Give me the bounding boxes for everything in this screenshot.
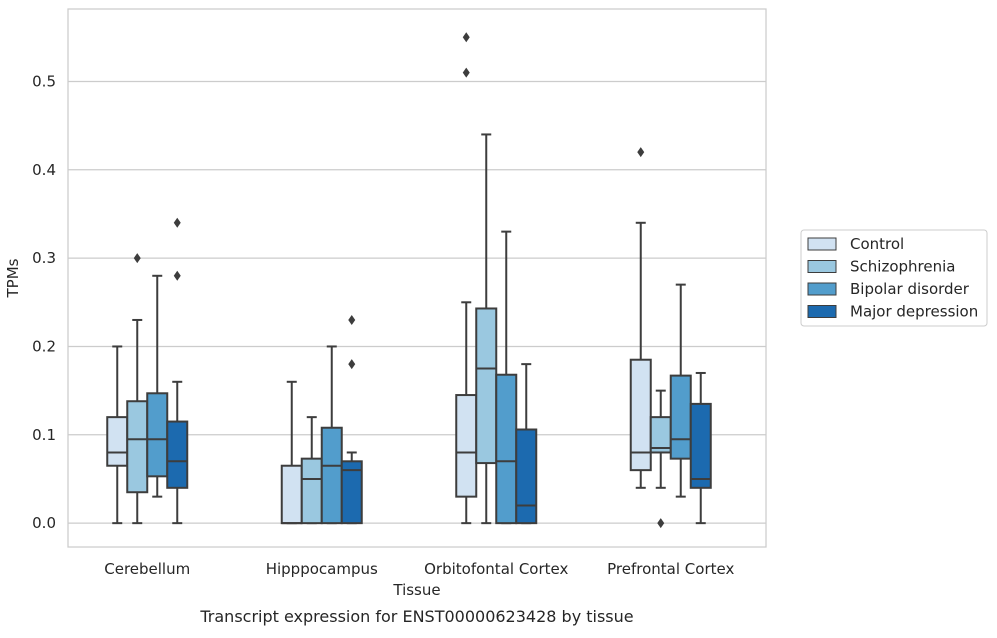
legend-swatch [807, 260, 837, 273]
box-control [629, 147, 652, 489]
boxes [106, 32, 712, 529]
y-axis-label: TPMs [4, 258, 22, 298]
box-major-depression [166, 217, 189, 525]
box-control [280, 380, 303, 525]
box-body [340, 460, 363, 525]
x-axis-label: Tissue [392, 581, 440, 599]
outlier-point [133, 253, 141, 264]
box-bipolar-disorder [495, 230, 518, 525]
box-body [300, 457, 323, 525]
box-body [475, 307, 498, 465]
x-tick-label: Prefrontal Cortex [607, 560, 734, 578]
x-tick-label: Hipppocampus [266, 560, 378, 578]
box-body [106, 416, 129, 467]
outlier-point [173, 270, 181, 281]
legend: Control Schizophrenia Bipolar disorder Majo… [800, 229, 988, 327]
box-bipolar-disorder [669, 283, 692, 498]
box-bipolar-disorder [320, 345, 343, 525]
legend-label: Schizophrenia [850, 258, 955, 276]
plot-area [67, 8, 767, 548]
legend-swatch [807, 282, 837, 296]
x-tick-label: Cerebellum [104, 560, 190, 578]
box-body [146, 392, 169, 478]
box-control [455, 32, 478, 525]
y-tick-label: 0.4 [32, 161, 56, 179]
box-body [689, 402, 712, 489]
legend-frame [800, 229, 988, 327]
outlier-point [348, 359, 356, 370]
chart-caption: Transcript expression for ENST0000062342… [199, 607, 633, 626]
box-body [455, 394, 478, 498]
box-schizophrenia [475, 133, 498, 525]
legend-swatch [807, 237, 837, 251]
box-body [166, 420, 189, 489]
outlier-point [462, 32, 470, 43]
y-tick-label: 0.1 [32, 426, 56, 444]
box-body [669, 374, 692, 460]
box-schizophrenia [126, 253, 149, 525]
box-body [280, 464, 303, 525]
box-body [126, 400, 149, 494]
y-axis: 0.0 0.1 0.2 0.3 0.4 0.5 [32, 72, 56, 532]
box-body [320, 426, 343, 525]
box-body [515, 428, 538, 525]
box-major-depression [689, 371, 712, 525]
outlier-point [348, 314, 356, 325]
x-axis: Cerebellum Hipppocampus Orbitofontal Corte… [104, 560, 734, 578]
box-body [629, 358, 652, 472]
box-control [106, 345, 129, 525]
box-schizophrenia [300, 416, 323, 525]
box-bipolar-disorder [146, 274, 169, 498]
box-major-depression [340, 314, 363, 525]
y-tick-label: 0.0 [32, 514, 56, 532]
x-tick-label: Orbitofontal Cortex [424, 560, 568, 578]
outlier-point [637, 147, 645, 158]
legend-label: Bipolar disorder [850, 280, 970, 298]
box-schizophrenia [649, 389, 672, 529]
y-tick-label: 0.3 [32, 249, 56, 267]
outlier-point [462, 67, 470, 78]
legend-label: Control [850, 235, 904, 253]
outlier-point [173, 217, 181, 228]
y-tick-label: 0.2 [32, 337, 56, 355]
box-body [495, 373, 518, 525]
legend-swatch [807, 305, 837, 318]
box-major-depression [515, 363, 538, 525]
outlier-point [657, 518, 665, 529]
y-tick-label: 0.5 [32, 72, 56, 90]
legend-label: Major depression [850, 303, 978, 321]
